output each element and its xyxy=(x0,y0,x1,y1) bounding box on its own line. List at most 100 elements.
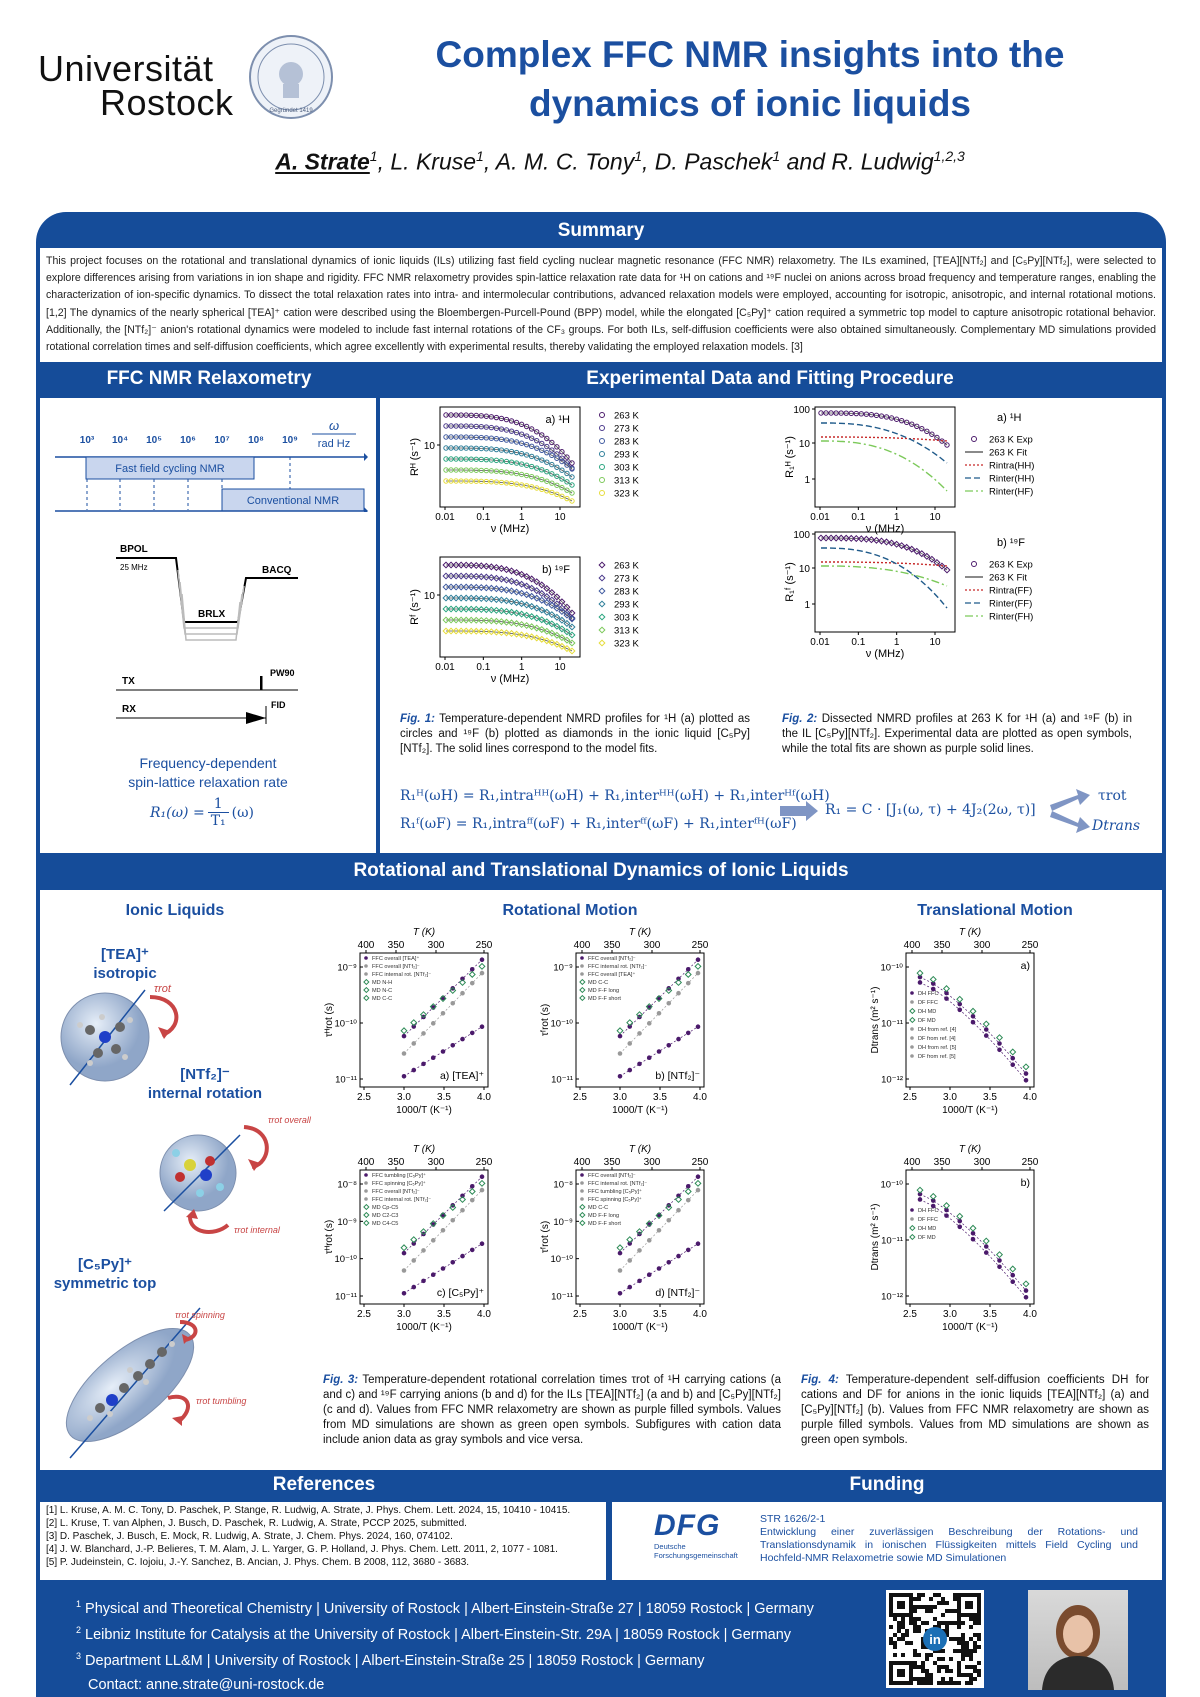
data-point xyxy=(458,456,464,462)
freq-tick: 10⁶ xyxy=(180,435,196,446)
y-tick-label: 10 xyxy=(424,591,436,602)
x-tick-label: 10 xyxy=(554,512,566,523)
x-axis-label: ν (MHz) xyxy=(866,648,905,660)
data-point xyxy=(533,578,541,586)
qr-module xyxy=(921,1681,925,1685)
qr-module xyxy=(941,1621,945,1625)
data-point xyxy=(513,419,520,426)
data-point xyxy=(467,594,475,602)
data-point xyxy=(472,616,480,624)
data-point xyxy=(487,595,495,603)
data-point xyxy=(508,480,515,487)
data-point xyxy=(568,615,576,623)
data-point xyxy=(478,962,486,970)
data-point xyxy=(421,1061,426,1067)
data-point xyxy=(458,434,464,440)
fig2-caption: Fig. 2: Dissected NMRD profiles at 263 K… xyxy=(782,713,1132,755)
data-point xyxy=(497,575,505,583)
data-point xyxy=(558,625,566,633)
authors: A. Strate1, L. Kruse1, A. M. C. Tony1, D… xyxy=(275,148,965,175)
data-point xyxy=(916,969,924,977)
qr-module xyxy=(953,1597,957,1601)
legend-label: MD N-C xyxy=(372,988,392,994)
data-point xyxy=(410,1236,418,1244)
data-point xyxy=(635,1011,644,1019)
data-point xyxy=(483,456,490,463)
data-point xyxy=(492,564,500,572)
legend-marker xyxy=(364,1189,368,1193)
qr-module xyxy=(925,1621,929,1625)
data-point xyxy=(695,970,701,976)
data-point xyxy=(1023,1071,1029,1076)
data-point xyxy=(917,980,923,985)
data-point xyxy=(828,410,834,416)
data-point xyxy=(523,483,530,489)
data-point xyxy=(637,1278,642,1284)
data-point xyxy=(569,474,575,480)
refs-title: References xyxy=(272,1474,376,1495)
data-point xyxy=(564,470,570,477)
x-tick-label: 1 xyxy=(519,662,525,673)
qr-module xyxy=(973,1677,977,1681)
qr-module xyxy=(957,1641,961,1645)
data-point xyxy=(934,434,940,441)
data-point xyxy=(942,1202,951,1210)
qr-module xyxy=(897,1621,901,1625)
qr-module xyxy=(941,1681,945,1685)
legend-label: FFC overall [NTf₂]⁻ xyxy=(372,964,420,970)
data-point xyxy=(493,457,500,464)
data-point xyxy=(898,542,906,550)
qr-module xyxy=(977,1673,981,1677)
data-point xyxy=(478,1179,486,1187)
x-tick-label: 1 xyxy=(519,512,525,523)
legend-label: DH MD xyxy=(918,1009,936,1015)
component-line xyxy=(821,440,948,492)
data-point xyxy=(559,467,565,473)
data-point xyxy=(503,416,510,423)
legend-label: 303 K xyxy=(614,613,639,624)
data-point xyxy=(1022,1280,1030,1288)
qr-module xyxy=(957,1621,961,1625)
qr-module xyxy=(893,1653,897,1657)
data-point xyxy=(544,469,550,475)
x-tick-label: 0.1 xyxy=(851,637,865,648)
legend-label: FFC internal rot. [NTf₂]⁻ xyxy=(372,1197,431,1203)
data-point xyxy=(868,412,875,418)
author-5: and R. Ludwig xyxy=(780,148,934,175)
data-point xyxy=(458,1195,467,1204)
data-point xyxy=(443,467,449,473)
qr-module xyxy=(977,1661,981,1665)
data-point xyxy=(513,470,520,477)
data-point xyxy=(483,435,490,441)
legend-label: DH FFC xyxy=(918,991,939,997)
qr-module xyxy=(913,1625,917,1629)
data-point xyxy=(548,629,556,637)
data-point xyxy=(440,1266,446,1271)
panel-label: a) [TEA]⁺ xyxy=(440,1070,485,1082)
data-point xyxy=(533,604,541,612)
x-tick-label: 10 xyxy=(929,512,941,523)
data-point xyxy=(942,985,951,993)
bottom-tick-label: 4.0 xyxy=(477,1092,491,1103)
qr-module xyxy=(933,1605,937,1609)
legend-marker xyxy=(909,1016,916,1024)
contact-email[interactable]: Contact: anne.strate@uni-rostock.de xyxy=(88,1677,325,1694)
qr-module xyxy=(969,1637,973,1641)
legend-label: FFC overall [TEA]⁺ xyxy=(588,971,635,978)
qr-module xyxy=(929,1653,933,1657)
y-tick-label: 10⁻¹¹ xyxy=(881,1236,903,1247)
qr-module xyxy=(957,1661,961,1665)
qr-module xyxy=(921,1645,925,1649)
data-point xyxy=(518,570,526,578)
qr-code[interactable]: in xyxy=(886,1590,984,1688)
qr-module xyxy=(969,1617,973,1621)
data-point xyxy=(463,456,469,462)
data-point xyxy=(674,978,683,987)
legend-marker xyxy=(599,451,605,457)
legend-label: 293 K xyxy=(614,600,639,611)
data-point xyxy=(518,631,526,639)
data-point xyxy=(477,584,485,592)
data-point xyxy=(452,616,460,624)
y-tick-label: 10⁻¹⁰ xyxy=(880,1180,903,1191)
title-line-1: Complex FFC NMR insights into the xyxy=(435,34,1065,75)
